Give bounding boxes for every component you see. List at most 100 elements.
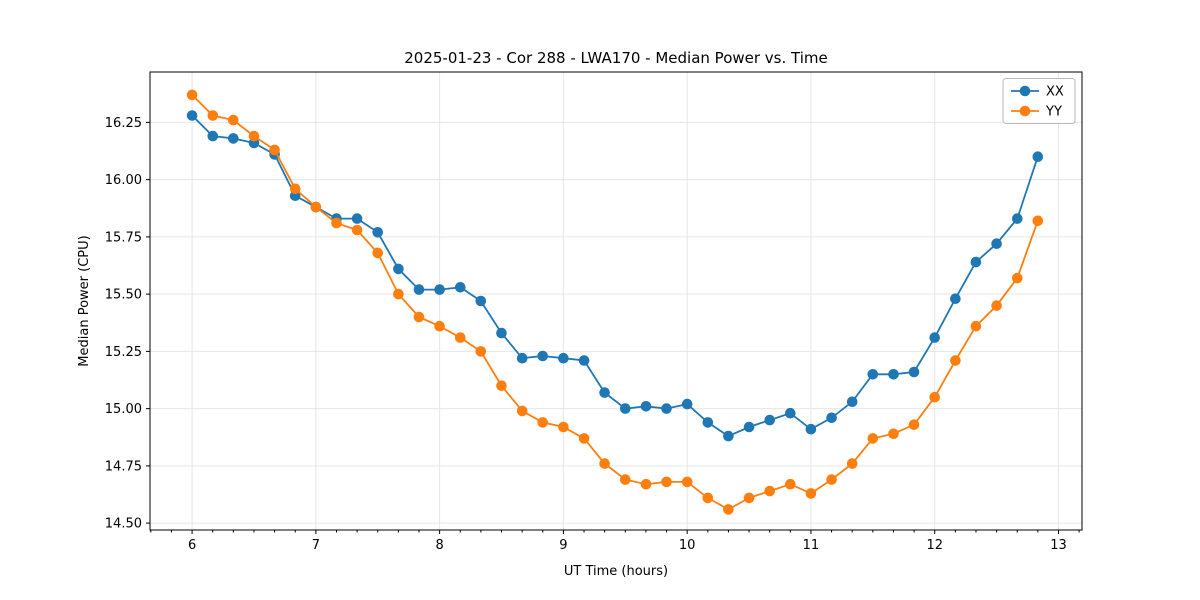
series-yy-marker [558, 421, 569, 433]
series-yy-marker [372, 247, 384, 259]
x-tick-label: 11 [803, 538, 820, 553]
x-tick-label: 10 [679, 538, 696, 553]
series-xx-marker [826, 412, 837, 424]
x-axis-label: UT Time (hours) [564, 564, 668, 579]
series-yy-marker [867, 433, 879, 444]
series-xx-marker [785, 407, 796, 419]
y-tick-label: 15.25 [105, 345, 142, 360]
series-yy-marker [393, 288, 404, 300]
series-xx-marker [496, 327, 507, 339]
series-xx-marker [681, 398, 693, 410]
series-yy-marker [310, 201, 322, 213]
series-xx-marker [640, 401, 652, 412]
series-yy-marker [269, 144, 280, 156]
series-yy-marker [620, 474, 631, 485]
grid-lines [150, 72, 1082, 530]
y-tick-label: 16.00 [105, 173, 142, 188]
series-xx-marker [599, 387, 610, 398]
series-yy-marker [908, 419, 920, 431]
legend[interactable]: XX YY [1002, 78, 1076, 124]
series-xx-marker [186, 110, 198, 121]
series-yy-marker [475, 346, 487, 357]
series-yy-marker [228, 114, 239, 126]
y-tick-label: 16.25 [105, 116, 142, 131]
series-xx-marker [950, 293, 961, 305]
y-axis-label: Median Power (CPU) [77, 235, 92, 366]
series-xx-marker [805, 423, 817, 435]
series-yy-marker [764, 485, 775, 497]
series-yy-marker [351, 224, 363, 236]
series-yy-marker [455, 332, 466, 343]
series-yy-marker [702, 492, 714, 504]
data-series [186, 89, 1044, 515]
series-yy-marker [723, 504, 734, 515]
series-yy-marker [434, 320, 445, 332]
series-yy-marker [826, 474, 837, 485]
series-xx-marker [723, 430, 734, 442]
series-xx-marker [888, 369, 899, 380]
series-yy-line [191, 94, 1039, 511]
x-tick-label: 12 [926, 538, 943, 553]
series-yy-marker [289, 183, 301, 195]
series-yy-marker [970, 320, 982, 332]
series-yy-marker [578, 433, 590, 444]
legend-marker-xx [1019, 85, 1031, 97]
series-yy-marker [743, 492, 755, 504]
series-yy-marker [248, 130, 260, 142]
series-xx-marker [475, 295, 487, 307]
series-yy-marker [537, 417, 548, 428]
series-xx-marker [434, 284, 445, 295]
series-yy-marker [516, 405, 528, 417]
series-yy-marker [599, 458, 610, 469]
legend-marker-yy [1019, 105, 1031, 117]
series-xx-marker [372, 227, 384, 238]
series-xx-marker [207, 130, 219, 142]
y-tick-label: 15.00 [105, 402, 142, 417]
series-xx-marker [661, 403, 672, 414]
series-xx-marker [1012, 213, 1023, 224]
series-yy-marker [640, 478, 652, 490]
series-xx-marker [908, 366, 920, 378]
series-xx-marker [351, 213, 363, 224]
x-tick-label: 9 [559, 538, 567, 553]
series-xx-marker [578, 355, 590, 366]
series-yy-marker [1012, 272, 1023, 284]
series-xx-marker [991, 238, 1002, 249]
series-xx-marker [702, 417, 714, 428]
y-tick-label: 14.75 [105, 459, 142, 474]
y-tick-label: 14.50 [105, 517, 142, 532]
x-tick-label: 6 [188, 538, 196, 553]
series-xx-line [191, 114, 1039, 438]
series-xx-marker [413, 284, 425, 295]
series-xx-marker [743, 421, 755, 433]
series-yy-marker [186, 89, 198, 101]
series-xx-marker [1032, 151, 1044, 162]
y-tick-label: 15.50 [105, 288, 142, 303]
axis-ticks: 14.50 14.75 15.00 15.25 15.50 15.75 16.00 16.25… [105, 116, 1080, 553]
series-xx-marker [929, 332, 940, 343]
legend-label-yy: YY [1045, 105, 1062, 120]
series-yy-marker [991, 300, 1002, 311]
series-yy-marker [888, 428, 899, 440]
series-yy-marker [950, 355, 961, 366]
series-xx-marker [970, 256, 982, 268]
series-xx-marker [846, 396, 858, 408]
series-xx-marker [393, 263, 404, 275]
legend-box[interactable] [1002, 78, 1076, 124]
y-tick-label: 15.75 [105, 230, 142, 245]
series-xx-marker [867, 369, 879, 380]
series-yy-marker [331, 217, 342, 229]
x-tick-label: 7 [312, 538, 320, 553]
series-yy-marker [1032, 215, 1044, 227]
series-xx-marker [620, 403, 631, 414]
series-xx-marker [537, 350, 548, 362]
series-xx-marker [764, 414, 775, 426]
plot-area-border [149, 71, 1083, 531]
series-xx-marker [455, 282, 466, 293]
series-xx-marker [228, 133, 239, 144]
series-yy-marker [496, 380, 507, 392]
series-yy-marker [929, 391, 940, 403]
series-yy-marker [805, 488, 817, 499]
